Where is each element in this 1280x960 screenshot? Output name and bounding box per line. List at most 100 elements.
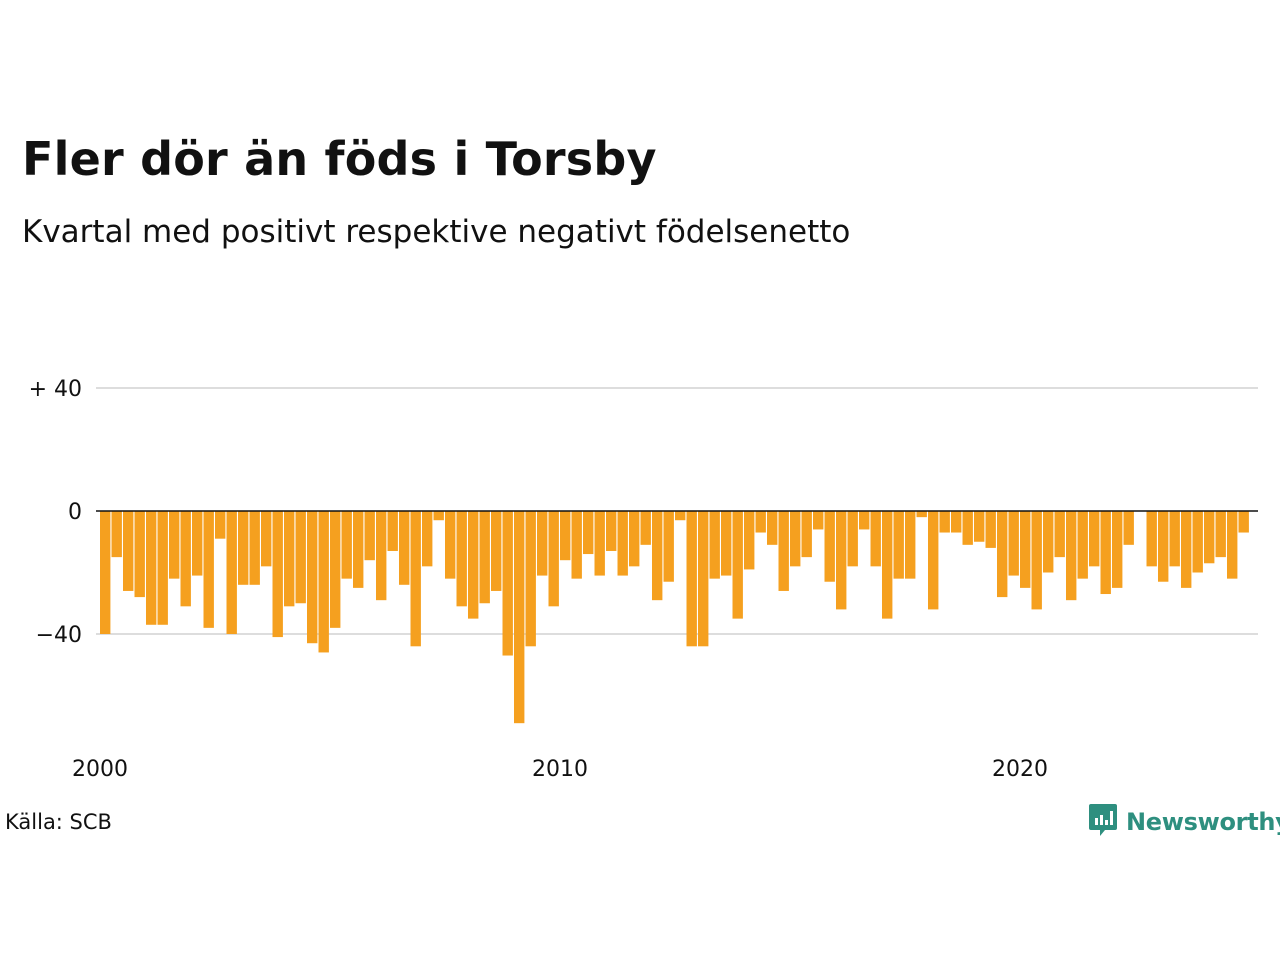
bar [1100, 511, 1111, 595]
x-tick-label: 2000 [72, 757, 128, 782]
bar [399, 511, 410, 585]
y-tick-label: 0 [68, 500, 82, 525]
bar [364, 511, 375, 561]
bar [1008, 511, 1019, 576]
bar [652, 511, 663, 601]
bar [123, 511, 134, 591]
bar [778, 511, 789, 591]
bar [1077, 511, 1088, 579]
bar [261, 511, 272, 567]
bar [905, 511, 916, 579]
bar [629, 511, 640, 567]
bar [847, 511, 858, 567]
bar [974, 511, 985, 542]
bar [215, 511, 226, 539]
bar [238, 511, 249, 585]
bar [203, 511, 214, 628]
bar [767, 511, 778, 545]
bar [272, 511, 283, 638]
bar [284, 511, 295, 607]
bar [422, 511, 433, 567]
bar [813, 511, 824, 530]
bar [594, 511, 605, 576]
bar [226, 511, 237, 634]
bar [606, 511, 617, 551]
bar [330, 511, 341, 628]
bar [732, 511, 743, 619]
bar [502, 511, 513, 656]
bar [721, 511, 732, 576]
bar [192, 511, 203, 576]
bar [1169, 511, 1180, 567]
y-axis-ticks: + 40 0 −40 [29, 377, 82, 648]
bar [1054, 511, 1065, 558]
bar [157, 511, 168, 625]
bar [491, 511, 502, 591]
bar [859, 511, 870, 530]
bar [709, 511, 720, 579]
bar [870, 511, 881, 567]
bar [111, 511, 122, 558]
chart-subtitle: Kvartal med positivt respektive negativt… [22, 214, 851, 250]
bars [100, 511, 1249, 724]
bar [824, 511, 835, 582]
bar [100, 511, 111, 634]
y-tick-label: −40 [36, 623, 82, 648]
bar [1181, 511, 1192, 588]
bar [1204, 511, 1215, 564]
bar [951, 511, 962, 533]
bar [318, 511, 329, 653]
bar [307, 511, 318, 644]
bar [180, 511, 191, 607]
bar [801, 511, 812, 558]
bar [663, 511, 674, 582]
bar [1043, 511, 1054, 573]
bar [146, 511, 157, 625]
newsworthy-logo-icon [1088, 802, 1118, 842]
bar [479, 511, 490, 604]
bar [514, 511, 525, 724]
bar [698, 511, 709, 647]
bar [1158, 511, 1169, 582]
bar [295, 511, 306, 604]
bar [882, 511, 893, 619]
bar [353, 511, 364, 588]
bar [376, 511, 387, 601]
bar [997, 511, 1008, 598]
bar [686, 511, 697, 647]
bar [744, 511, 755, 570]
bar [1227, 511, 1238, 579]
bar [341, 511, 352, 579]
bar [468, 511, 479, 619]
bar [1146, 511, 1157, 567]
bar [560, 511, 571, 561]
bar [755, 511, 766, 533]
bar [836, 511, 847, 610]
bar [1112, 511, 1123, 588]
bar [249, 511, 260, 585]
bar [1215, 511, 1226, 558]
brand-logo[interactable]: Newsworthy [1088, 802, 1280, 842]
bar [1066, 511, 1077, 601]
bar [387, 511, 398, 551]
bar [571, 511, 582, 579]
bar [456, 511, 467, 607]
bar [790, 511, 801, 567]
bar [962, 511, 973, 545]
gridlines [96, 387, 1258, 635]
bar [617, 511, 628, 576]
x-axis-ticks: 2000 2010 2020 [72, 757, 1048, 782]
chart-title: Fler dör än föds i Torsby [22, 132, 657, 186]
bar [583, 511, 594, 555]
bar [893, 511, 904, 579]
bar [410, 511, 421, 647]
bar [1123, 511, 1134, 545]
bar [537, 511, 548, 576]
bar [433, 511, 444, 521]
bar [1238, 511, 1249, 533]
bar [939, 511, 950, 533]
bar [525, 511, 536, 647]
bar [1192, 511, 1203, 573]
source-note: Källa: SCB [5, 810, 112, 834]
